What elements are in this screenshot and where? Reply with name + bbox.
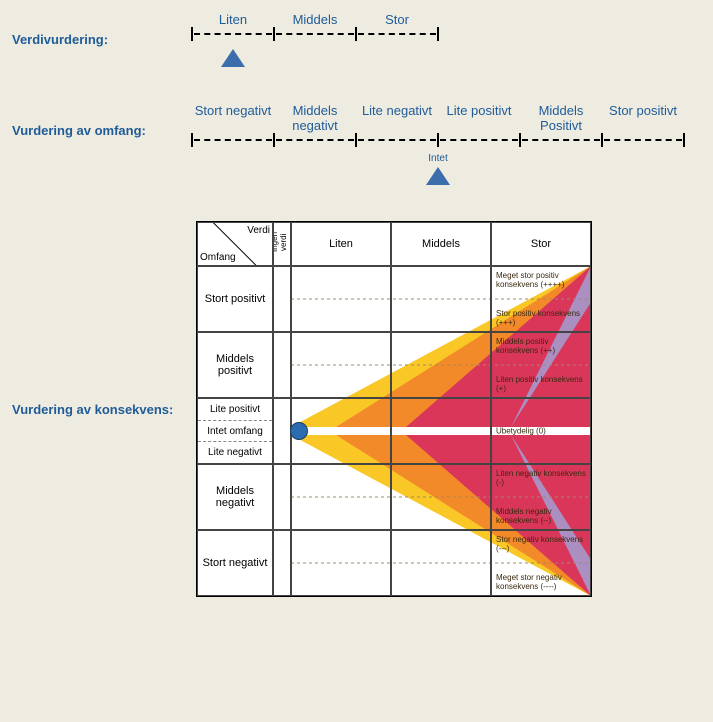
scale-label: Liten [192,12,274,31]
triangle-marker-icon [426,167,450,185]
omfang-label: Vurdering av omfang: [12,103,192,189]
scale-label: Lite positivt [438,103,520,137]
consequence-level-label: Meget stor positiv konsekvens (++++) [496,271,586,289]
scale-label: Lite negativt [356,103,438,137]
scale-tick [355,133,357,147]
matrix-row-header: Stort positivt [197,266,273,332]
matrix-data-cell [291,530,391,596]
scale-tick [273,133,275,147]
ingen-verdi-cell [273,332,291,398]
konsekvens-label: Vurdering av konsekvens: [12,402,192,417]
matrix-row-header: Middels positivt [197,332,273,398]
consequence-level-label: Stor negativ konsekvens (---) [496,535,586,553]
ingen-verdi-cell [273,266,291,332]
center-bottom: Lite negativt [198,442,272,463]
scale-tick [683,133,685,147]
scale-segment [358,139,436,141]
matrix-corner: Verdi Omfang [197,222,273,266]
scale-label: Stor positivt [602,103,684,137]
scale-segment [440,139,518,141]
consequence-level-label: Stor positiv konsekvens (+++) [496,309,586,327]
matrix-row-header: Stort negativt [197,530,273,596]
scale-segment [522,139,600,141]
ingen-verdi-cell [273,464,291,530]
scale-segment [276,33,354,35]
matrix-data-cell [291,332,391,398]
matrix-data-cell [291,464,391,530]
consequence-level-label: Middels negativ konsekvens (--) [496,507,586,525]
scale-tick [519,133,521,147]
center-top: Lite positivt [198,399,272,420]
scale-tick [437,133,439,147]
scale-label: Middels Positivt [520,103,602,137]
omfang-section: Vurdering av omfang: Stort negativtMidde… [12,103,701,189]
matrix-row-header: Middels negativt [197,464,273,530]
col-header-text: Liten [329,238,353,250]
scale-tick [355,27,357,41]
row-header-text: Middels positivt [198,353,272,377]
assessment-dot-icon [290,422,308,440]
corner-top: Verdi [247,225,270,236]
ingen-verdi-cell [273,530,291,596]
consequence-level-label: Middels positiv konsekvens (++) [496,337,586,355]
ingen-verdi-header: Ingen verdi [273,222,291,266]
omfang-scale: Stort negativtMiddels negativtLite negat… [192,103,701,189]
matrix-data-cell: Middels positiv konsekvens (++) Liten pos… [491,332,591,398]
scale-label: Stort negativt [192,103,274,137]
matrix-data-cell: Liten negativ konsekvens (-) Middels nega… [491,464,591,530]
matrix-row-header: Lite positivtIntet omfangLite negativt [197,398,273,464]
col-header-text: Stor [531,238,551,250]
matrix-data-cell: Meget stor positiv konsekvens (++++) Stor… [491,266,591,332]
matrix-data-cell [391,530,491,596]
corner-bottom: Omfang [200,252,236,263]
verdivurdering-label: Verdivurdering: [12,12,192,71]
consequence-level-label: Liten positiv konsekvens (+) [496,375,586,393]
consequence-level-label: Meget stor negativ konsekvens (----) [496,573,586,591]
consequence-matrix: Verdi Omfang Ingen verdi Liten Middels Stor St… [192,221,592,597]
matrix-data-cell [391,464,491,530]
scale-tick [437,27,439,41]
scale-segment [194,139,272,141]
scale-tick [191,133,193,147]
scale-label: Stor [356,12,438,31]
matrix-data-cell [391,398,491,464]
matrix-col-header: Liten [291,222,391,266]
matrix-data-cell [391,332,491,398]
row-header-text: Stort negativt [203,557,268,569]
matrix-col-header: Stor [491,222,591,266]
scale-segment [194,33,272,35]
scale-tick [601,133,603,147]
matrix-data-cell [291,266,391,332]
matrix-data-cell [391,266,491,332]
matrix-data-cell: Ubetydelig (0) [491,398,591,464]
row-header-text: Stort positivt [205,293,266,305]
scale-segment [276,139,354,141]
scale-label: Middels [274,12,356,31]
konsekvens-section: Vurdering av konsekvens: Verdi Omfang Inge… [12,221,701,597]
row-header-text: Middels negativt [198,485,272,509]
triangle-marker-icon [221,49,245,67]
scale-segment [358,33,436,35]
scale-sublabel: Intet [428,153,447,164]
scale-label: Middels negativt [274,103,356,137]
verdivurdering-section: Verdivurdering: LitenMiddelsStor [12,12,701,71]
consequence-level-label: Liten negativ konsekvens (-) [496,469,586,487]
scale-tick [273,27,275,41]
scale-tick [191,27,193,41]
consequence-level-label: Ubetydelig (0) [496,427,586,436]
scale-segment [604,139,682,141]
ingen-verdi-cell [273,398,291,464]
center-mid: Intet omfang [198,420,272,443]
matrix-col-header: Middels [391,222,491,266]
ingen-verdi-label: Ingen verdi [273,223,288,261]
verdivurdering-scale: LitenMiddelsStor [192,12,701,71]
col-header-text: Middels [422,238,460,250]
matrix-data-cell: Stor negativ konsekvens (---) Meget stor … [491,530,591,596]
